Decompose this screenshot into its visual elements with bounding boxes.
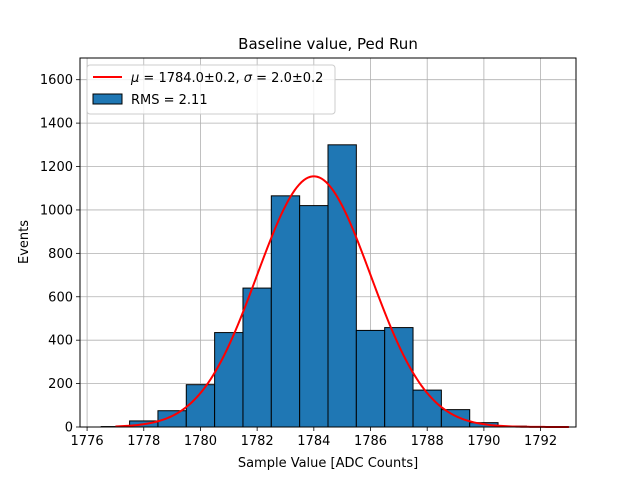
x-tick-label: 1778: [127, 434, 160, 449]
x-tick-label: 1784: [297, 434, 330, 449]
y-axis-ticks: 0 200 400 600 800 1000 1200 1400 1600: [40, 73, 80, 436]
histogram-bar: [242, 287, 272, 428]
y-tick-label: 1000: [40, 203, 73, 218]
histogram-bar: [214, 332, 244, 428]
histogram-bar: [185, 384, 216, 428]
legend-box: [86, 64, 336, 115]
y-tick-label: 600: [48, 290, 73, 305]
histogram-bar: [355, 329, 386, 428]
y-tick-label: 1200: [40, 160, 73, 175]
legend-histogram-swatch: [92, 93, 123, 105]
legend-fit-label: μ = 1784.0±0.2, σ = 2.0±0.2: [130, 71, 323, 86]
histogram-bar: [384, 327, 414, 428]
x-tick-label: 1792: [524, 434, 557, 449]
legend-sigma-value: = 2.0±0.2: [252, 71, 323, 86]
histogram-bar: [412, 389, 442, 428]
x-tick-label: 1790: [467, 434, 500, 449]
y-tick-label: 200: [48, 377, 73, 392]
legend: μ = 1784.0±0.2, σ = 2.0±0.2 RMS = 2.11: [86, 64, 336, 115]
gaussian-fit-curve: [115, 175, 569, 428]
y-tick-label: 0: [65, 421, 73, 436]
y-tick-label: 800: [48, 247, 73, 262]
histogram-bar: [327, 144, 357, 428]
legend-sigma-symbol: σ: [244, 71, 253, 86]
plot-frame: [79, 57, 577, 428]
chart-title: Baseline value, Ped Run: [238, 35, 418, 53]
y-tick-label: 1600: [40, 73, 73, 88]
legend-mu-symbol: μ: [130, 71, 139, 86]
x-tick-label: 1782: [241, 434, 274, 449]
histogram-bar: [299, 205, 329, 428]
x-axis-ticks: 1776 1778 1780 1782 1784 1786 1788 1790 1792: [71, 427, 557, 449]
x-tick-label: 1786: [354, 434, 387, 449]
y-tick-label: 1400: [40, 117, 73, 132]
legend-histogram-label: RMS = 2.11: [131, 93, 208, 108]
x-tick-label: 1780: [184, 434, 217, 449]
x-axis-label: Sample Value [ADC Counts]: [238, 456, 418, 471]
x-tick-label: 1788: [411, 434, 444, 449]
histogram-bar: [157, 410, 187, 428]
x-tick-label: 1776: [71, 434, 104, 449]
histogram-bar: [270, 195, 301, 428]
legend-mu-value: = 1784.0±0.2,: [139, 71, 243, 86]
y-axis-label: Events: [17, 220, 32, 264]
y-tick-label: 400: [48, 334, 73, 349]
histogram-bar: [440, 409, 471, 428]
